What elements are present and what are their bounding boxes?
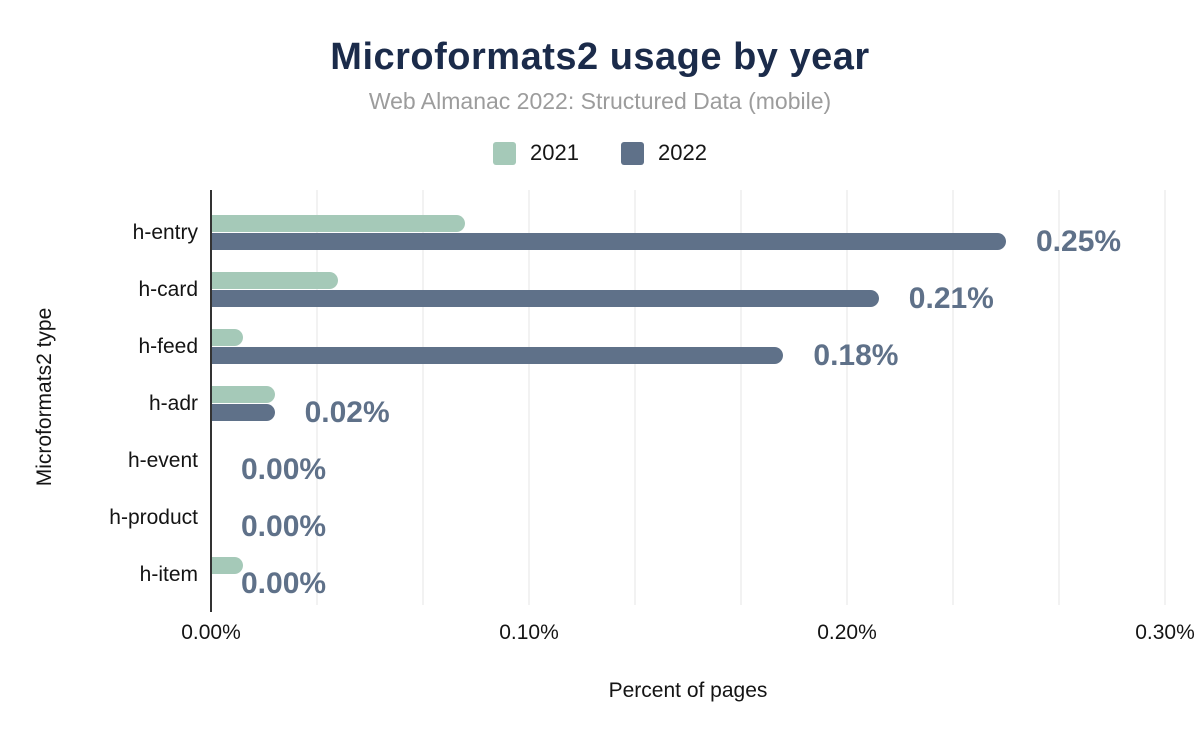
x-tick-0.10%: 0.10% — [499, 621, 559, 644]
value-label-h-item: 0.00% — [241, 566, 327, 600]
legend-swatch-2022 — [621, 141, 644, 165]
value-label-h-product: 0.00% — [241, 509, 327, 543]
y-axis-line — [209, 190, 212, 612]
x-axis-title: Percent of pages — [608, 679, 768, 702]
gridline — [1164, 190, 1166, 605]
bar-2022-h-card — [211, 290, 879, 307]
bar-2021-h-item — [211, 557, 243, 574]
gridline — [846, 190, 848, 605]
bar-2021-h-card — [211, 272, 339, 289]
x-tick-0.00%: 0.00% — [181, 621, 241, 644]
gridline — [952, 190, 954, 605]
bar-2022-h-entry — [211, 233, 1006, 250]
legend-item-2022: 2022 — [621, 140, 707, 166]
category-label-h-event: h-event — [127, 448, 198, 472]
legend-swatch-2021 — [493, 141, 517, 165]
category-label-h-feed: h-feed — [138, 334, 198, 358]
bar-2021-h-feed — [211, 329, 243, 346]
gridline — [740, 190, 742, 605]
legend: 2021 2022 — [0, 140, 1200, 166]
legend-label: 2021 — [530, 140, 579, 165]
x-tick-0.30%: 0.30% — [1135, 621, 1195, 644]
value-label-h-adr: 0.02% — [304, 395, 390, 429]
chart-title: Microformats2 usage by year — [330, 36, 870, 78]
category-label-h-adr: h-adr — [148, 391, 198, 415]
bar-2022-h-adr — [211, 404, 275, 421]
category-label-h-product: h-product — [109, 505, 198, 529]
gridline — [528, 190, 530, 605]
bar-2021-h-entry — [211, 215, 466, 232]
category-label-h-entry: h-entry — [132, 220, 198, 244]
bar-2021-h-adr — [211, 386, 275, 403]
gridline — [316, 190, 318, 605]
gridline — [422, 190, 424, 605]
y-axis-title: Microformats2 type — [33, 307, 56, 487]
value-label-h-card: 0.21% — [908, 281, 994, 315]
category-label-h-item: h-item — [139, 562, 198, 586]
category-label-h-card: h-card — [138, 277, 198, 301]
value-label-h-entry: 0.25% — [1036, 224, 1122, 258]
legend-item-2021: 2021 — [493, 140, 579, 166]
x-tick-0.20%: 0.20% — [817, 621, 877, 644]
chart-subtitle: Web Almanac 2022: Structured Data (mobil… — [368, 88, 832, 114]
value-label-h-feed: 0.18% — [813, 338, 899, 372]
bar-2022-h-feed — [211, 347, 784, 364]
value-label-h-event: 0.00% — [241, 452, 327, 486]
gridline — [1058, 190, 1060, 605]
gridline — [634, 190, 636, 605]
legend-label: 2022 — [658, 140, 707, 165]
